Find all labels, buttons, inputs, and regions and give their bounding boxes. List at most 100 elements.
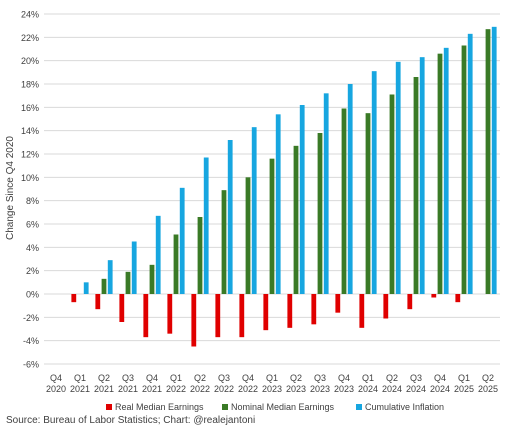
y-tick-label: 16%	[21, 103, 39, 113]
bar	[407, 294, 413, 310]
bar	[437, 53, 443, 294]
x-tick-year: 2023	[310, 384, 330, 394]
x-tick-quarter: Q2	[386, 373, 398, 383]
bar	[485, 29, 491, 295]
y-tick-label: 8%	[26, 196, 39, 206]
bar	[131, 241, 137, 294]
x-tick-year: 2023	[262, 384, 282, 394]
bar	[263, 294, 269, 331]
bar	[467, 33, 473, 294]
y-tick-label: 6%	[26, 220, 39, 230]
bar	[125, 271, 131, 294]
bar	[491, 26, 497, 294]
x-tick-quarter: Q1	[74, 373, 86, 383]
x-tick-year: 2022	[190, 384, 210, 394]
y-tick-labels: -6% -4% -2% 0% 2% 4% 6% 8% 10% 12% 14% 16% 18% 20% 22%…	[21, 10, 39, 370]
y-tick-label: -4%	[23, 336, 39, 346]
bar	[395, 61, 401, 295]
legend-swatch	[106, 404, 112, 410]
bar	[383, 294, 389, 319]
legend-label: Nominal Median Earnings	[231, 402, 335, 412]
bar	[119, 294, 125, 322]
x-tick-labels: Q42020Q12021Q22021Q32021Q42021Q12022Q220…	[46, 373, 498, 394]
bar	[203, 157, 209, 294]
y-tick-label: 2%	[26, 266, 39, 276]
bar	[461, 45, 467, 294]
bar	[95, 294, 101, 310]
x-tick-year: 2021	[94, 384, 114, 394]
x-tick-quarter: Q1	[362, 373, 374, 383]
bar	[173, 234, 179, 294]
bar	[431, 294, 437, 298]
bar	[251, 127, 257, 295]
bar	[293, 145, 299, 294]
bar	[149, 264, 155, 294]
bar	[275, 114, 281, 294]
x-tick-quarter: Q4	[146, 373, 158, 383]
x-tick-quarter: Q4	[434, 373, 446, 383]
x-tick-year: 2024	[382, 384, 402, 394]
bar	[215, 294, 221, 338]
bar	[443, 47, 449, 295]
bar	[311, 294, 317, 325]
y-tick-label: 0%	[26, 290, 39, 300]
x-tick-quarter: Q2	[194, 373, 206, 383]
y-tick-label: 12%	[21, 150, 39, 160]
bar	[341, 108, 347, 294]
bar	[245, 177, 251, 294]
x-tick-quarter: Q2	[482, 373, 494, 383]
legend-label: Real Median Earnings	[115, 402, 204, 412]
y-tick-label: 4%	[26, 243, 39, 253]
y-tick-label: 18%	[21, 80, 39, 90]
legend-label: Cumulative Inflation	[365, 402, 444, 412]
x-tick-quarter: Q4	[242, 373, 254, 383]
legend-swatch	[222, 404, 228, 410]
x-tick-year: 2024	[406, 384, 426, 394]
bar	[455, 294, 461, 303]
bar	[347, 84, 353, 294]
x-tick-year: 2022	[238, 384, 258, 394]
x-tick-year: 2020	[46, 384, 66, 394]
bar	[359, 294, 365, 328]
x-tick-quarter: Q3	[122, 373, 134, 383]
bar	[167, 294, 173, 334]
x-tick-quarter: Q4	[50, 373, 62, 383]
y-tick-label: 10%	[21, 173, 39, 183]
x-tick-year: 2023	[334, 384, 354, 394]
bar	[155, 215, 161, 294]
bar	[101, 278, 107, 294]
bar	[299, 105, 305, 294]
bar	[179, 187, 185, 294]
bar	[287, 294, 293, 328]
x-tick-year: 2021	[118, 384, 138, 394]
bar	[83, 282, 89, 294]
legend-swatch	[356, 404, 362, 410]
legend: Real Median Earnings Nominal Median Earni…	[106, 402, 444, 412]
x-tick-quarter: Q1	[458, 373, 470, 383]
bar	[227, 140, 233, 294]
bar	[269, 158, 275, 294]
bar	[389, 94, 395, 294]
x-tick-year: 2025	[478, 384, 498, 394]
bar	[365, 113, 371, 295]
x-tick-quarter: Q1	[170, 373, 182, 383]
y-tick-label: 20%	[21, 56, 39, 66]
x-tick-year: 2025	[454, 384, 474, 394]
bar	[197, 217, 203, 294]
bar	[71, 294, 77, 303]
x-tick-quarter: Q3	[314, 373, 326, 383]
bar	[107, 260, 113, 294]
x-tick-year: 2024	[358, 384, 378, 394]
x-tick-year: 2023	[286, 384, 306, 394]
bar	[335, 294, 341, 313]
source-note: Source: Bureau of Labor Statistics; Char…	[6, 415, 256, 426]
y-tick-label: -2%	[23, 313, 39, 323]
bar	[143, 294, 149, 338]
bar	[191, 294, 197, 347]
x-tick-quarter: Q3	[410, 373, 422, 383]
y-tick-label: 22%	[21, 33, 39, 43]
bar	[323, 93, 329, 294]
bar	[239, 294, 245, 338]
x-tick-quarter: Q1	[266, 373, 278, 383]
